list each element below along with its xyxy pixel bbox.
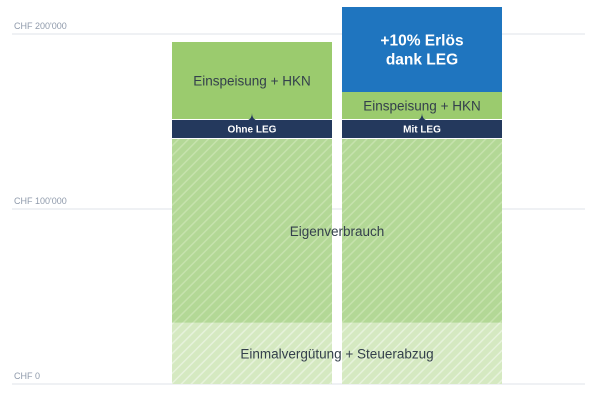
segment-label-10-erl-s-dank-leg: +10% Erlös dank LEG (380, 33, 463, 69)
segment-label-eigenverbrauch: Eigenverbrauch (290, 224, 385, 239)
segment-label-einspeisung-hkn: Einspeisung + HKN (193, 74, 310, 89)
category-label: Mit LEG (403, 125, 441, 136)
band-notch (417, 113, 427, 121)
y-tick-label: CHF 100'000 (14, 196, 67, 206)
bar-segment-einmalverg-tung-steuerabzug (342, 322, 502, 384)
category-band (342, 120, 502, 138)
segment-label-einspeisung-hkn: Einspeisung + HKN (363, 99, 480, 114)
category-band (172, 120, 332, 138)
bar-segment-einspeisung-hkn (172, 42, 332, 119)
category-label: Ohne LEG (228, 125, 277, 136)
y-tick-label: CHF 200'000 (14, 21, 67, 31)
segment-label-einmalverg-tung-steuerabzug: Einmalvergütung + Steuerabzug (240, 346, 433, 361)
bar-segment-eigenverbrauch (342, 139, 502, 323)
band-notch (247, 113, 257, 121)
bar-segment-10-erl-s-dank-leg (342, 7, 502, 92)
bar-segment-einmalverg-tung-steuerabzug (172, 322, 332, 384)
y-tick-label: CHF 0 (14, 371, 40, 381)
bar-segment-eigenverbrauch (172, 139, 332, 323)
